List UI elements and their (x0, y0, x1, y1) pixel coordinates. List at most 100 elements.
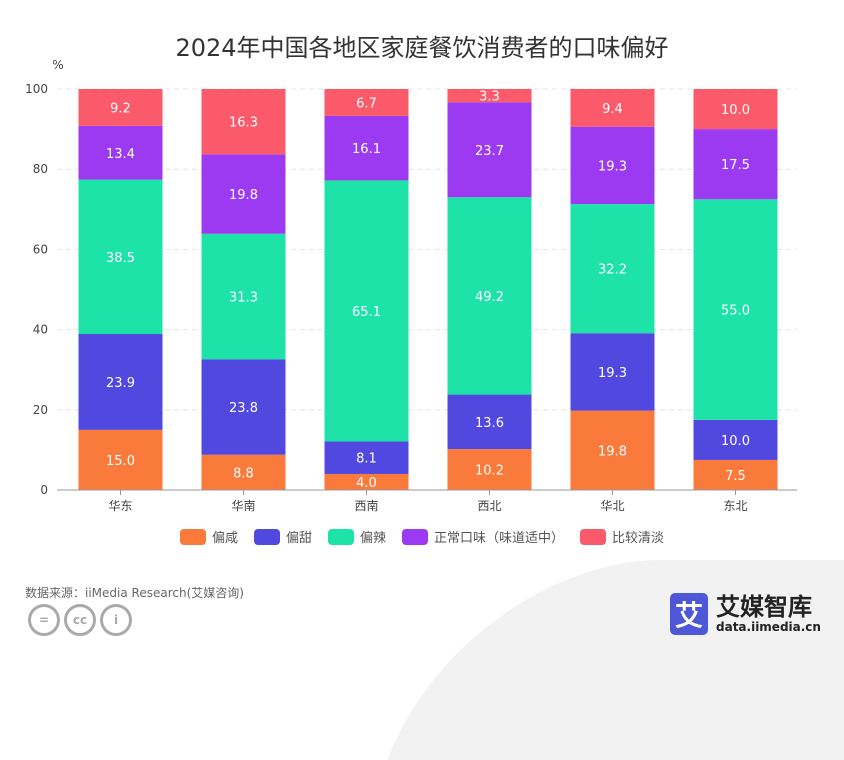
logo: 艾 艾媒智库 data.iimedia.cn (670, 593, 821, 635)
cc-license-icons: = cc i (28, 604, 132, 636)
x-tick-label: 东北 (723, 499, 747, 513)
bar-segment (78, 429, 163, 490)
bar-segment (201, 154, 286, 234)
bar-segment (324, 473, 409, 490)
bar-segment (570, 410, 655, 490)
bar-segment (570, 126, 655, 205)
x-tick-label: 华东 (108, 499, 132, 513)
data-label: 3.3 (479, 90, 500, 105)
legend-swatch (402, 528, 428, 545)
bar-segment (201, 233, 286, 360)
bar-segment (78, 125, 163, 180)
bar-segment (201, 89, 286, 155)
data-label: 16.3 (229, 116, 258, 131)
legend-swatch (327, 528, 354, 545)
data-label: 8.8 (233, 466, 254, 481)
y-tick-label: 40 (33, 323, 48, 337)
bar-segment (78, 179, 163, 335)
bar-segment (570, 204, 655, 334)
data-label: 31.3 (229, 291, 258, 306)
data-label: 19.3 (598, 366, 627, 381)
logo-name: 艾媒智库 (716, 593, 812, 621)
data-label: 23.8 (229, 401, 258, 416)
legend-swatch (580, 528, 607, 545)
data-label: 4.0 (356, 476, 377, 491)
bar-segment (324, 441, 409, 474)
legend-label: 偏辣 (359, 531, 386, 546)
legend: 偏咸 偏甜 偏辣 正常口味（味道适中） 比较清淡 (0, 527, 844, 546)
data-label: 32.2 (598, 263, 627, 278)
legend-label: 偏咸 (211, 531, 238, 546)
data-label: 19.8 (598, 444, 627, 459)
data-label: 19.3 (598, 159, 627, 174)
legend-item[interactable]: 偏辣 (327, 527, 386, 546)
data-label: 65.1 (352, 305, 381, 320)
cc-icon: cc (64, 604, 96, 636)
bar-segment (693, 89, 778, 130)
data-label: 23.9 (106, 376, 135, 391)
bar-segment (693, 419, 778, 460)
by-icon: i (100, 604, 132, 636)
x-tick-label: 西北 (477, 499, 501, 513)
stacked-bar-chart: % 0 20 40 60 80 100 15.0 23.9 38.5 13.4 9.2 华东 8.8 23.… (25, 58, 797, 513)
legend-item[interactable]: 偏咸 (179, 527, 238, 546)
data-label: 15.0 (106, 454, 135, 469)
y-tick-label: 20 (33, 403, 48, 417)
nd-icon: = (28, 604, 60, 636)
bar-segment (447, 197, 532, 395)
data-label: 10.0 (721, 103, 750, 118)
x-tick-label: 西南 (354, 498, 378, 513)
data-label: 23.7 (475, 144, 504, 159)
bar-segment (570, 89, 655, 127)
legend-item[interactable]: 比较清淡 (580, 527, 664, 546)
source-note: 数据来源：iiMedia Research(艾媒咨询) (25, 586, 244, 600)
bar-segment (693, 199, 778, 420)
legend-label: 比较清淡 (612, 531, 665, 546)
legend-swatch (179, 528, 206, 545)
chart-title: 2024年中国各地区家庭餐饮消费者的口味偏好 (175, 34, 669, 62)
data-label: 19.8 (229, 188, 258, 203)
bar-segment (447, 102, 532, 198)
x-tick-label: 华南 (231, 498, 255, 513)
bar-segment (693, 129, 778, 200)
y-tick-label: 100 (25, 82, 48, 96)
legend-label: 偏甜 (285, 531, 312, 546)
y-tick-label: 80 (33, 162, 48, 176)
legend-label: 正常口味（味道适中） (434, 531, 565, 546)
background-shape (387, 560, 844, 760)
bar-segment (201, 454, 286, 490)
legend-item[interactable]: 偏甜 (253, 527, 312, 546)
bar-segment (324, 89, 409, 116)
y-axis-label: % (52, 58, 63, 72)
bar-segment (78, 334, 163, 430)
legend-swatch (253, 528, 280, 545)
bar-segment (78, 89, 163, 126)
data-label: 9.2 (110, 101, 131, 116)
data-label: 9.4 (602, 102, 623, 117)
bar-segment (447, 449, 532, 490)
bar-segment (324, 180, 409, 442)
data-label: 8.1 (356, 452, 377, 467)
y-tick-label: 0 (40, 483, 48, 497)
logo-mark-icon: 艾 (670, 593, 708, 635)
bar-segment (447, 89, 532, 103)
bar-segment (570, 333, 655, 411)
legend-item[interactable]: 正常口味（味道适中） (402, 527, 564, 546)
x-tick-label: 华北 (600, 499, 624, 513)
data-label: 49.2 (475, 290, 504, 305)
bar-segment (201, 359, 286, 455)
data-label: 13.4 (106, 147, 135, 162)
data-label: 7.5 (725, 469, 746, 484)
data-label: 10.2 (475, 464, 504, 479)
data-label: 16.1 (352, 142, 381, 157)
logo-url: data.iimedia.cn (716, 620, 821, 634)
data-label: 6.7 (356, 96, 377, 111)
data-label: 38.5 (106, 251, 135, 266)
y-tick-label: 60 (33, 242, 48, 256)
bar-segment (693, 459, 778, 490)
data-label: 17.5 (721, 158, 750, 173)
data-label: 55.0 (721, 304, 750, 319)
bar-segment (324, 115, 409, 181)
bar-segment (447, 394, 532, 450)
data-label: 10.0 (721, 434, 750, 449)
